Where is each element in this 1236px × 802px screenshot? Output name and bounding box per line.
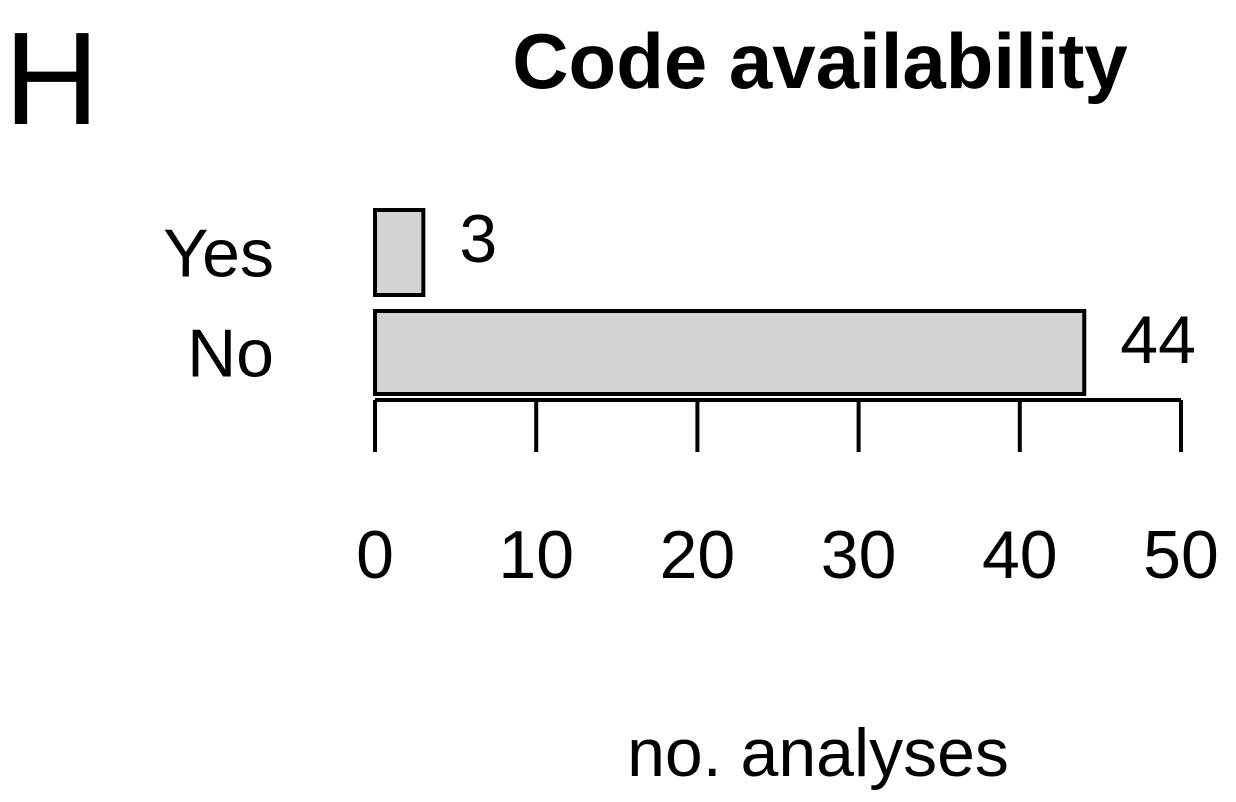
bar-no (373, 309, 1087, 396)
data-labels: 3 44 (459, 201, 1196, 378)
category-labels: Yes No (163, 216, 274, 392)
x-axis-title: no. analyses (627, 715, 1009, 791)
x-tick-label-20: 20 (660, 517, 736, 593)
x-tick-label-30: 30 (821, 517, 897, 593)
panel-letter: H (4, 5, 99, 152)
data-label-no: 44 (1120, 302, 1196, 378)
x-tick-label-10: 10 (498, 517, 574, 593)
category-label-yes: Yes (163, 216, 274, 292)
bars-group (373, 208, 1087, 396)
bar-yes (373, 208, 426, 297)
x-tick-label-40: 40 (982, 517, 1058, 593)
category-label-no: No (187, 316, 274, 392)
data-label-yes: 3 (459, 201, 497, 277)
chart-title: Code availability (512, 17, 1128, 105)
x-axis: 0 10 20 30 40 50 (356, 398, 1219, 593)
x-tick-label-50: 50 (1143, 517, 1219, 593)
x-tick-label-0: 0 (356, 517, 394, 593)
